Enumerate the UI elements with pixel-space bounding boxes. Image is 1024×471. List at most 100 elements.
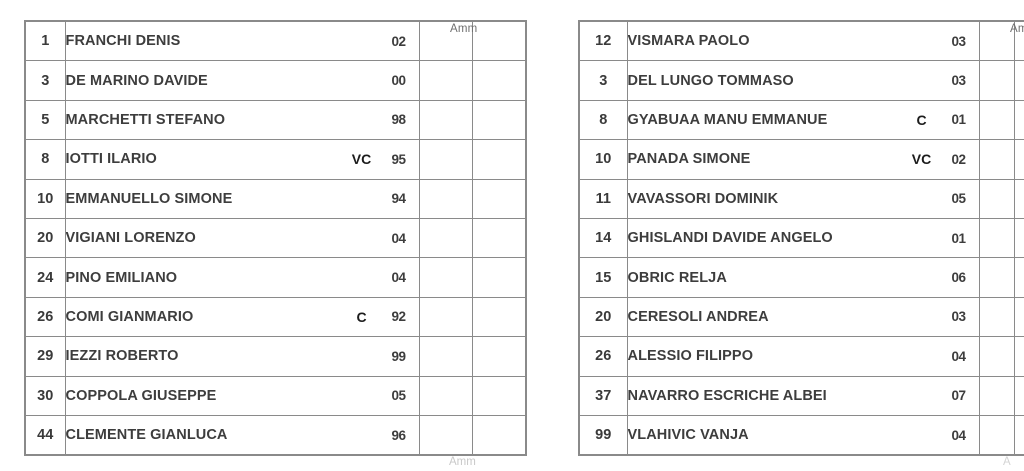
- esp-checkbox-cell[interactable]: [471, 414, 527, 456]
- amm-checkbox-cell[interactable]: [418, 336, 473, 377]
- table-row: 26 COMI GIANMARIO C 92: [24, 296, 527, 338]
- player-name-row: PINO EMILIANO 04: [66, 259, 418, 296]
- player-name-row: PANADA SIMONE VC 02: [627, 141, 978, 178]
- amm-checkbox-cell[interactable]: [418, 217, 473, 259]
- table-row: 12 VISMARA PAOLO 03: [578, 20, 1024, 62]
- player-role-badge: VC: [911, 151, 932, 168]
- player-name: DEL LUNGO TOMMASO: [627, 72, 794, 89]
- esp-checkbox-cell[interactable]: [1013, 296, 1024, 338]
- player-name-row: VLAHIVIC VANJA 04: [627, 416, 978, 454]
- amm-checkbox-cell[interactable]: [418, 139, 473, 180]
- player-number-cell: 15: [578, 257, 628, 298]
- player-birth-year: 05: [391, 388, 406, 404]
- player-name-cell: NAVARRO ESCRICHE ALBEI 07: [626, 375, 980, 416]
- player-number-cell: 99: [578, 414, 628, 456]
- esp-checkbox-cell[interactable]: [1013, 217, 1024, 259]
- next-block-amm-hint-left: Amm: [449, 456, 476, 468]
- amm-checkbox-cell[interactable]: [418, 60, 473, 101]
- player-name-cell: ALESSIO FILIPPO 04: [626, 336, 980, 377]
- amm-checkbox-cell[interactable]: [418, 296, 473, 338]
- roster-body-right: 12 VISMARA PAOLO 03 3 DEL LUNGO TOMMASO 03 8 GY…: [578, 20, 1024, 456]
- amm-checkbox-cell[interactable]: [978, 178, 1015, 219]
- amm-checkbox-cell[interactable]: [978, 414, 1015, 456]
- esp-checkbox-cell[interactable]: [1013, 336, 1024, 377]
- amm-checkbox-cell[interactable]: [418, 178, 473, 219]
- table-row: 14 GHISLANDI DAVIDE ANGELO 01: [578, 217, 1024, 259]
- player-number-cell: 12: [578, 20, 628, 62]
- esp-checkbox-cell[interactable]: [1013, 178, 1024, 219]
- player-birth-year: 92: [391, 309, 406, 325]
- player-name-row: COPPOLA GIUSEPPE 05: [65, 377, 418, 414]
- esp-checkbox-cell[interactable]: [1013, 257, 1024, 298]
- player-number-cell: 20: [24, 217, 66, 259]
- esp-checkbox-cell[interactable]: [471, 60, 527, 101]
- player-birth-year: 94: [391, 191, 406, 207]
- player-name-row: OBRIC RELJA 06: [627, 259, 978, 296]
- esp-checkbox-cell[interactable]: [1013, 60, 1024, 101]
- table-row: 8 GYABUAA MANU EMMANUE C 01: [578, 99, 1024, 141]
- player-name-cell: COPPOLA GIUSEPPE 05: [64, 375, 420, 416]
- esp-checkbox-cell[interactable]: [471, 336, 527, 377]
- player-role-badge: C: [356, 308, 367, 325]
- table-row: 3 DE MARINO DAVIDE 00: [24, 60, 527, 101]
- esp-checkbox-cell[interactable]: [471, 139, 527, 180]
- esp-checkbox-cell[interactable]: [471, 217, 527, 259]
- amm-checkbox-cell[interactable]: [978, 217, 1015, 259]
- player-name-cell: CLEMENTE GIANLUCA 96: [64, 414, 420, 456]
- table-row: 29 IEZZI ROBERTO 99: [24, 336, 527, 377]
- player-name-cell: IOTTI ILARIO VC 95: [64, 139, 420, 180]
- esp-checkbox-cell[interactable]: [1013, 139, 1024, 180]
- player-birth-year: 03: [951, 73, 966, 89]
- esp-checkbox-cell[interactable]: [471, 375, 527, 416]
- player-name: OBRIC RELJA: [627, 269, 727, 286]
- player-name: COPPOLA GIUSEPPE: [65, 387, 217, 404]
- player-birth-year: 01: [951, 112, 966, 128]
- table-row: 10 PANADA SIMONE VC 02: [578, 139, 1024, 180]
- table-row: 26 ALESSIO FILIPPO 04: [578, 336, 1024, 377]
- player-name-row: ALESSIO FILIPPO 04: [628, 338, 978, 375]
- player-name-row: IEZZI ROBERTO 99: [66, 338, 418, 375]
- player-name: PANADA SIMONE: [627, 151, 751, 168]
- player-number-cell: 8: [24, 139, 66, 180]
- esp-checkbox-cell[interactable]: [1013, 375, 1024, 416]
- esp-checkbox-cell[interactable]: [471, 178, 527, 219]
- amm-checkbox-cell[interactable]: [978, 375, 1015, 416]
- amm-checkbox-cell[interactable]: [978, 296, 1015, 338]
- player-name-cell: COMI GIANMARIO C 92: [64, 296, 420, 338]
- amm-checkbox-cell[interactable]: [418, 414, 473, 456]
- amm-checkbox-cell[interactable]: [978, 257, 1015, 298]
- player-name: GYABUAA MANU EMMANUE: [627, 111, 828, 128]
- player-name-row: VIGIANI LORENZO 04: [65, 219, 418, 256]
- player-name-row: DEL LUNGO TOMMASO 03: [627, 62, 978, 99]
- player-name: VIGIANI LORENZO: [65, 230, 196, 247]
- esp-checkbox-cell[interactable]: [1013, 99, 1024, 141]
- player-name: CERESOLI ANDREA: [627, 308, 769, 325]
- amm-checkbox-cell[interactable]: [418, 99, 473, 141]
- player-number-cell: 26: [24, 296, 66, 338]
- player-number-cell: 1: [24, 20, 66, 62]
- amm-checkbox-cell[interactable]: [418, 375, 473, 416]
- player-name: VLAHIVIC VANJA: [627, 427, 749, 444]
- esp-checkbox-cell[interactable]: [471, 20, 527, 62]
- esp-checkbox-cell[interactable]: [1013, 414, 1024, 456]
- table-row: 15 OBRIC RELJA 06: [578, 257, 1024, 298]
- table-row: 99 VLAHIVIC VANJA 04: [578, 414, 1024, 456]
- player-name-cell: PANADA SIMONE VC 02: [626, 139, 980, 180]
- esp-checkbox-cell[interactable]: [471, 257, 527, 298]
- table-row: 20 VIGIANI LORENZO 04: [24, 217, 527, 259]
- amm-checkbox-cell[interactable]: [978, 99, 1015, 141]
- esp-checkbox-cell[interactable]: [471, 99, 527, 141]
- amm-checkbox-cell[interactable]: [978, 139, 1015, 180]
- player-name-cell: FRANCHI DENIS 02: [64, 20, 420, 62]
- player-number-cell: 8: [578, 99, 628, 141]
- player-birth-year: 05: [951, 191, 966, 207]
- amm-checkbox-cell[interactable]: [978, 60, 1015, 101]
- amm-checkbox-cell[interactable]: [978, 20, 1015, 62]
- player-name-cell: VIGIANI LORENZO 04: [64, 217, 420, 259]
- esp-checkbox-cell[interactable]: [471, 296, 527, 338]
- player-name: IOTTI ILARIO: [65, 151, 157, 168]
- player-name-cell: IEZZI ROBERTO 99: [64, 336, 420, 377]
- amm-checkbox-cell[interactable]: [978, 336, 1015, 377]
- amm-checkbox-cell[interactable]: [418, 257, 473, 298]
- player-name-cell: GHISLANDI DAVIDE ANGELO 01: [626, 217, 980, 259]
